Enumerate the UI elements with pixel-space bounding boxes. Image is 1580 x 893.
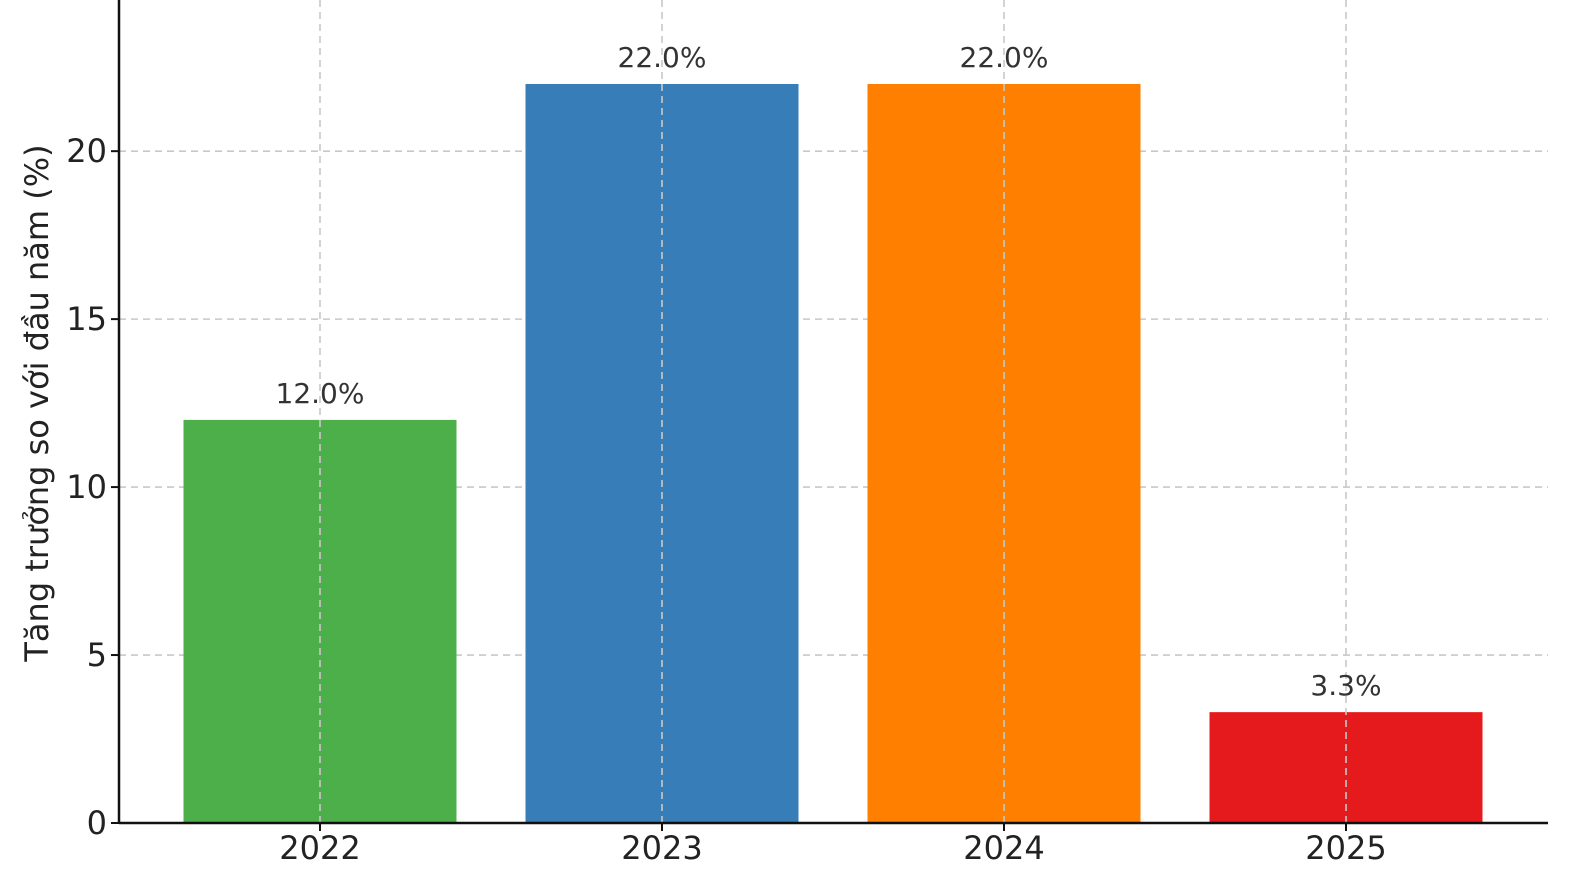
bars <box>183 83 1483 823</box>
x-tick-label: 2023 <box>621 829 702 867</box>
y-tick-label: 0 <box>87 804 107 842</box>
data-label-2024: 22.0% <box>960 41 1049 74</box>
grid-overlay <box>319 0 1347 823</box>
data-label-2022: 12.0% <box>276 377 365 410</box>
y-tick-label: 10 <box>66 468 107 506</box>
x-tick-label: 2024 <box>963 829 1044 867</box>
x-tick-label: 2025 <box>1305 829 1386 867</box>
data-label-2023: 22.0% <box>618 41 707 74</box>
bar-2022 <box>183 419 457 823</box>
data-labels: 12.0% 22.0% 22.0% 3.3% <box>276 41 1382 702</box>
y-tick-label: 5 <box>87 636 107 674</box>
y-tick-label: 15 <box>66 300 107 338</box>
data-label-2025: 3.3% <box>1310 669 1381 702</box>
grid <box>119 150 1548 656</box>
y-tick-label: 20 <box>66 132 107 170</box>
axes: 0 5 10 15 20 2022 2023 2024 2025 <box>66 0 1548 867</box>
x-tick-label: 2022 <box>279 829 360 867</box>
y-axis-title: Tăng trưởng so với đầu năm (%) <box>18 144 56 662</box>
